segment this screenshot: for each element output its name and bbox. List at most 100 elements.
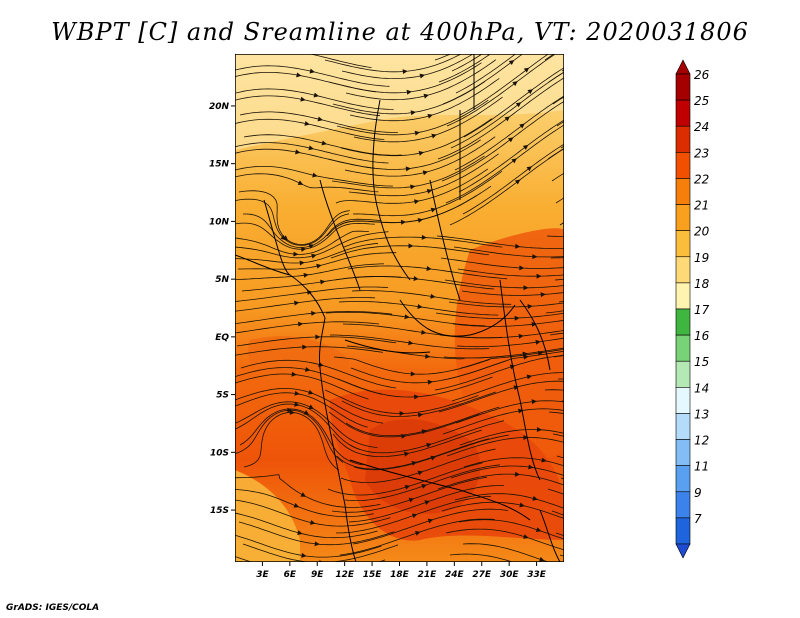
latitude-axis: 20N 15N 10N 5N EQ 5S 10S 15S	[209, 102, 235, 516]
streamline-arrowhead	[314, 541, 320, 547]
streamline-arrowhead	[317, 116, 324, 122]
streamline-arrowhead	[425, 353, 431, 359]
streamline-arrowhead	[294, 390, 300, 396]
streamline-arrowhead	[417, 304, 423, 309]
streamline-arrowhead	[637, 420, 642, 425]
streamline-arrowhead	[646, 337, 651, 342]
streamline-arrowhead	[410, 371, 416, 377]
colorbar-swatch	[675, 256, 691, 284]
streamline-arrowhead	[645, 90, 650, 95]
streamline-arrowhead	[411, 460, 417, 466]
colorbar-swatch	[675, 73, 691, 101]
streamline-arrowhead	[418, 150, 425, 156]
colorbar-swatch	[675, 465, 691, 493]
streamline-arrowhead	[537, 350, 544, 356]
lat-tick-label: 10N	[209, 217, 230, 227]
streamline-arrowhead	[415, 531, 421, 536]
streamline-arrowhead	[320, 279, 326, 285]
lon-tick-label: 33E	[527, 570, 547, 580]
colorbar-swatch	[675, 334, 691, 362]
streamline-arrowhead	[523, 534, 529, 539]
streamline-arrowhead	[624, 300, 629, 305]
streamline-arrowhead	[540, 292, 546, 298]
streamline-arrowhead	[421, 234, 427, 240]
streamline-arrowhead	[628, 454, 633, 459]
streamline-arrowhead	[421, 429, 428, 435]
streamline-arrowhead	[292, 48, 297, 53]
streamline-arrowhead	[646, 386, 652, 391]
streamline-arrowhead	[514, 315, 520, 321]
streamline-arrowhead	[650, 541, 655, 546]
colorbar-swatch	[675, 282, 691, 310]
streamline-arrowhead	[633, 267, 638, 272]
streamline-arrowhead	[629, 94, 634, 99]
streamline-arrowhead	[624, 430, 629, 435]
colorbar-label: 21	[694, 199, 709, 213]
streamline-arrowhead	[405, 166, 411, 172]
streamline-arrowhead	[519, 502, 525, 508]
streamline	[559, 554, 564, 557]
streamline-arrowhead	[523, 285, 529, 291]
colorbar-label: 18	[694, 277, 710, 291]
streamline-arrowhead	[427, 379, 433, 385]
streamline-arrowhead	[535, 527, 542, 532]
streamline	[573, 519, 728, 550]
streamline-arrowhead	[637, 494, 642, 499]
lon-tick-label: 27E	[472, 570, 492, 580]
streamline-arrowhead	[527, 303, 533, 309]
streamline-arrowhead	[294, 401, 300, 407]
streamline-arrowhead	[536, 427, 542, 433]
cool-region-southwest	[235, 470, 300, 562]
streamline-arrowhead	[523, 67, 530, 73]
streamline-arrowhead	[535, 339, 541, 345]
streamline-arrowhead	[414, 130, 420, 136]
streamline-arrowhead	[518, 408, 524, 414]
colorbar-swatch	[675, 517, 691, 545]
streamline-arrowhead	[300, 492, 307, 497]
streamline-arrowhead	[512, 81, 518, 87]
streamline-arrowhead	[419, 73, 426, 79]
streamline-arrowhead	[629, 248, 634, 253]
streamline-arrowhead	[624, 70, 629, 75]
streamline-arrowhead	[404, 451, 410, 457]
colorbar-label: 15	[694, 355, 709, 369]
lat-tick-label: 5S	[216, 391, 229, 401]
streamline-arrowhead	[299, 260, 305, 266]
streamline	[451, 54, 483, 72]
streamline-arrowhead	[511, 158, 517, 164]
streamline-arrowhead	[303, 410, 310, 415]
streamline	[560, 477, 564, 480]
colorbar-swatch	[675, 308, 691, 336]
streamline-arrowhead	[628, 322, 633, 327]
streamline-arrowhead	[651, 481, 656, 486]
streamline-arrowhead	[410, 110, 416, 116]
streamline	[438, 54, 491, 83]
streamline-arrowhead	[639, 142, 644, 147]
streamline-arrowhead	[637, 289, 642, 294]
streamline-arrowhead	[424, 500, 431, 506]
colorbar-swatch	[675, 204, 691, 231]
streamline	[242, 543, 399, 562]
streamline-arrowhead	[417, 412, 424, 418]
streamline-arrowhead	[637, 555, 642, 560]
colorbar-swatch	[675, 125, 691, 153]
streamline-arrowhead	[414, 199, 420, 205]
streamline-arrowhead	[298, 321, 304, 327]
streamline-arrowhead	[408, 243, 414, 249]
colorbar-label: 9	[694, 486, 702, 500]
streamline-arrowhead	[641, 312, 646, 317]
streamline-arrowhead	[633, 475, 638, 480]
streamline-arrowhead	[648, 191, 653, 196]
streamline-arrowhead	[621, 403, 627, 408]
streamline-arrowhead	[528, 464, 534, 470]
streamline-arrowhead	[287, 407, 293, 413]
streamline-arrowhead	[646, 526, 651, 531]
streamline-arrowhead	[531, 399, 537, 405]
colorbar-label: 14	[694, 381, 709, 395]
streamline-arrowhead	[649, 114, 654, 119]
streamline-arrowhead	[515, 243, 521, 249]
streamline-arrowhead	[541, 457, 547, 463]
lat-tick-label: 5N	[215, 275, 229, 285]
colorbar-swatch	[675, 152, 691, 179]
streamline-arrowhead	[417, 470, 424, 476]
